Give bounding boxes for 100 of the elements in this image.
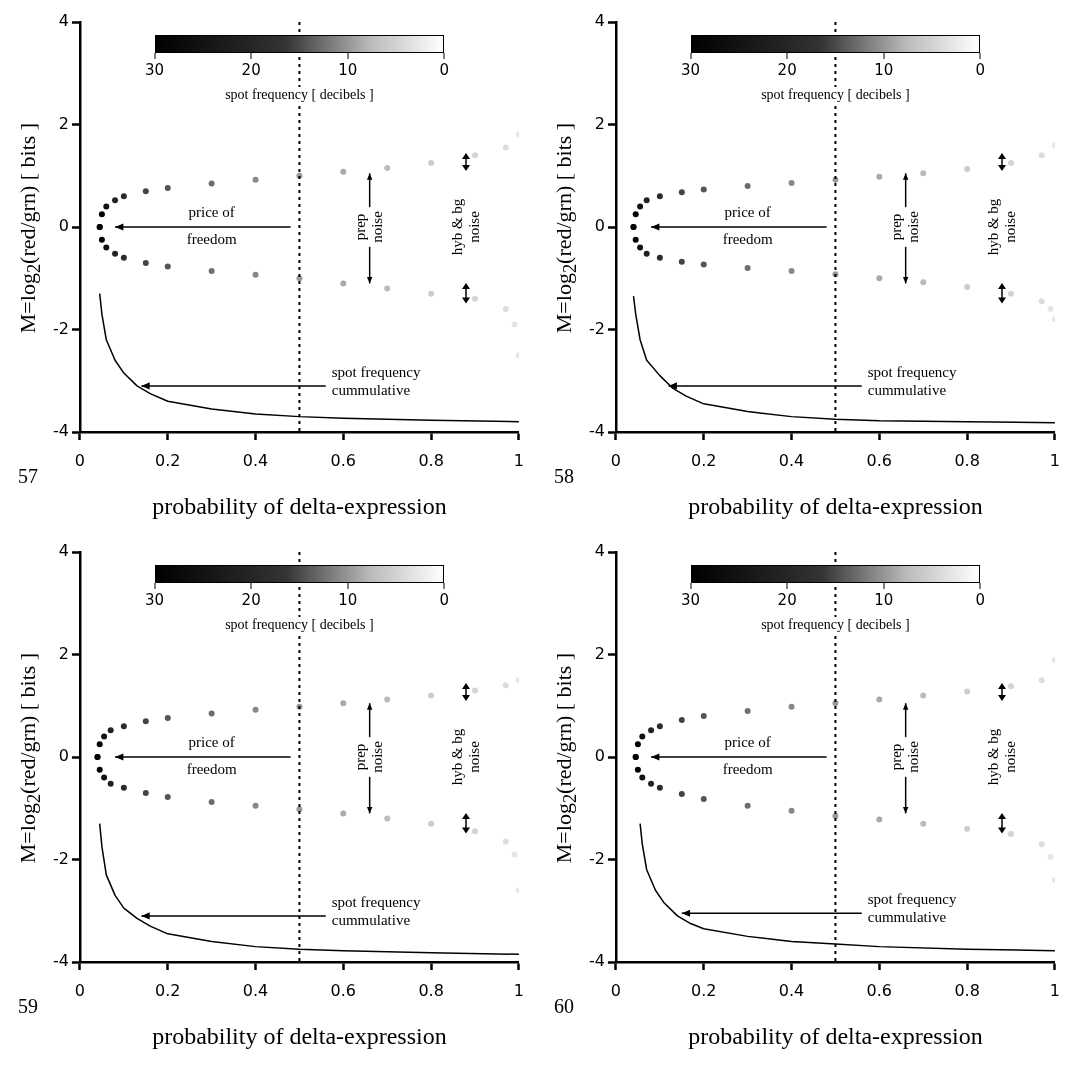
y-tick-label: -2	[53, 848, 69, 868]
point	[639, 733, 646, 740]
y-tick-label: 2	[58, 643, 69, 663]
x-tick-label: 0	[610, 450, 622, 470]
x-tick-label: 0	[610, 980, 622, 1000]
point	[103, 203, 110, 210]
y-tick-label: 0	[58, 216, 69, 236]
y-tick-label: 0	[58, 746, 69, 766]
annotation: 30	[681, 60, 701, 79]
annotation: 10	[874, 590, 894, 609]
annotation: 20	[777, 590, 797, 609]
x-tick-label: 0.4	[778, 450, 805, 470]
point	[920, 170, 927, 177]
point	[643, 197, 650, 204]
annotation: hyb & bg noise	[448, 728, 482, 786]
color-bar-title: spot frequency [ decibels ]	[225, 86, 374, 103]
y-tick-label: -4	[53, 421, 69, 441]
point	[700, 186, 707, 193]
point	[107, 727, 114, 734]
annotation: spot frequency cummulative	[331, 363, 421, 398]
y-tick-label: 4	[58, 541, 69, 561]
annotation: prep noise	[352, 740, 386, 773]
y-tick-label: -2	[589, 848, 605, 868]
point	[744, 183, 751, 189]
annotation: prep noise	[888, 740, 922, 773]
x-tick-label: 0.2	[691, 980, 717, 1000]
text: 59	[18, 995, 38, 1018]
y-tick-label: -4	[589, 951, 605, 971]
point	[678, 189, 685, 196]
annotation: 10	[338, 60, 358, 79]
x-tick-label: 0.2	[155, 450, 181, 470]
annotation: 0	[439, 590, 450, 609]
annotation: 20	[241, 60, 261, 79]
point	[384, 165, 391, 172]
point	[788, 703, 795, 710]
annotation: hyb & bg noise	[448, 198, 482, 256]
point	[142, 188, 149, 195]
point	[428, 692, 435, 699]
x-axis-title: probability of delta-expression	[152, 492, 447, 519]
point	[678, 717, 685, 724]
y-tick-label: 2	[594, 113, 605, 133]
x-tick-label: 0.8	[954, 980, 980, 1000]
x-tick-label: 0.4	[242, 980, 269, 1000]
y-tick-label: 2	[594, 643, 605, 663]
annotation: price of freedom	[186, 204, 237, 248]
point	[101, 733, 108, 740]
annotation: 30	[145, 590, 165, 609]
y-tick-label: 0	[594, 746, 605, 766]
point	[502, 682, 509, 689]
y-tick-label: -2	[53, 318, 69, 338]
x-tick-label: 0.6	[330, 980, 357, 1000]
annotation: hyb & bg noise	[984, 728, 1018, 786]
x-tick-label: 0.8	[418, 980, 444, 1000]
point	[340, 700, 347, 707]
annotation: 30	[145, 60, 165, 79]
annotation: 0	[975, 590, 986, 609]
point	[648, 727, 655, 734]
annotation: spot frequency cummulative	[867, 891, 957, 926]
point	[744, 707, 751, 714]
point	[920, 692, 927, 699]
x-tick-label: 0.8	[418, 450, 444, 470]
text: 57	[18, 465, 38, 488]
color-bar-title: spot frequency [ decibels ]	[761, 616, 910, 633]
point	[208, 180, 215, 187]
point	[120, 723, 127, 730]
point	[1038, 152, 1045, 159]
point	[164, 715, 171, 722]
annotation: prep noise	[888, 210, 922, 243]
annotation: hyb & bg noise	[984, 198, 1018, 256]
x-tick-label: 0	[74, 980, 86, 1000]
annotation: 0	[975, 60, 986, 79]
color-bar-title: spot frequency [ decibels ]	[761, 86, 910, 103]
annotation: price of freedom	[186, 734, 237, 778]
point	[700, 713, 707, 719]
x-tick-label: 0	[74, 450, 86, 470]
point	[428, 159, 435, 166]
annotation: spot frequency cummulative	[867, 363, 957, 398]
y-tick-label: 2	[58, 113, 69, 133]
point	[340, 168, 347, 175]
x-tick-label: 0.4	[778, 980, 805, 1000]
annotation: 10	[874, 60, 894, 79]
point	[876, 173, 883, 180]
point	[964, 166, 971, 173]
x-axis-title: probability of delta-expression	[688, 492, 983, 519]
point	[164, 185, 171, 192]
text: 58	[554, 465, 574, 488]
annotation: price of freedom	[722, 204, 773, 248]
point	[472, 687, 479, 694]
x-axis-title: probability of delta-expression	[688, 1022, 983, 1049]
point	[252, 176, 259, 183]
point	[472, 152, 479, 159]
x-tick-label: 1	[1049, 980, 1060, 1000]
y-tick-label: -4	[589, 421, 605, 441]
point	[656, 193, 663, 200]
x-tick-label: 0.4	[242, 450, 269, 470]
y-tick-label: 4	[594, 11, 605, 31]
point	[502, 144, 509, 151]
point	[208, 710, 215, 717]
y-tick-label: -2	[589, 318, 605, 338]
x-tick-label: 0.8	[954, 450, 980, 470]
